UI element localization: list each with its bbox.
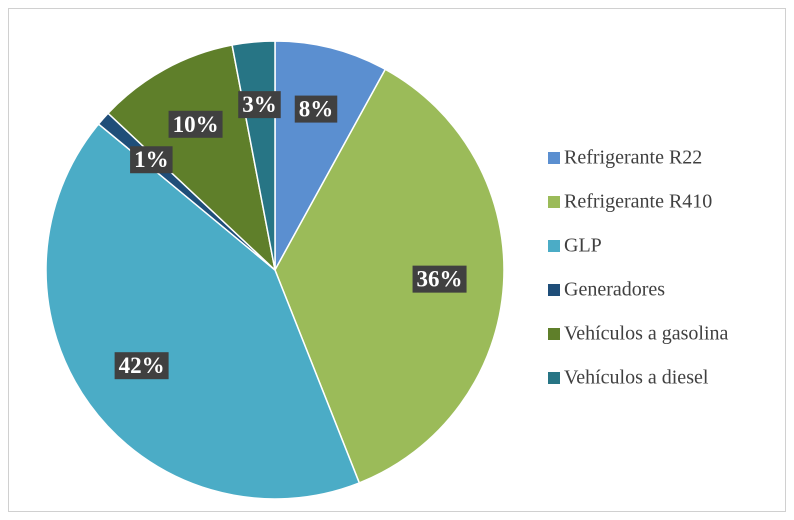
data-label: 3% <box>242 92 277 117</box>
legend-swatch <box>548 152 560 164</box>
legend-label: Refrigerante R22 <box>564 147 702 169</box>
legend-swatch <box>548 284 560 296</box>
pie-slice <box>45 122 361 500</box>
data-label: 1% <box>134 147 169 172</box>
data-label-box <box>238 91 281 119</box>
data-label-box <box>114 352 169 380</box>
legend-label: Generadores <box>564 279 665 301</box>
pie-slice <box>274 68 505 484</box>
legend-swatch <box>548 240 560 252</box>
data-label-box <box>168 110 223 138</box>
legend-swatch <box>548 372 560 384</box>
data-label: 36% <box>417 267 463 292</box>
legend-swatch <box>548 328 560 340</box>
legend-label: Vehículos a diesel <box>564 367 709 389</box>
legend-swatch <box>548 196 560 208</box>
legend-label: Refrigerante R410 <box>564 191 712 213</box>
data-label: 8% <box>299 97 334 122</box>
legend-label: Vehículos a gasolina <box>564 323 729 345</box>
legend-label: GLP <box>564 235 602 257</box>
data-label-box <box>294 95 338 123</box>
data-label-box <box>412 265 467 293</box>
data-label-box <box>130 146 173 174</box>
data-label: 10% <box>173 112 219 137</box>
pie-slice <box>107 44 277 273</box>
data-label: 42% <box>119 353 165 378</box>
